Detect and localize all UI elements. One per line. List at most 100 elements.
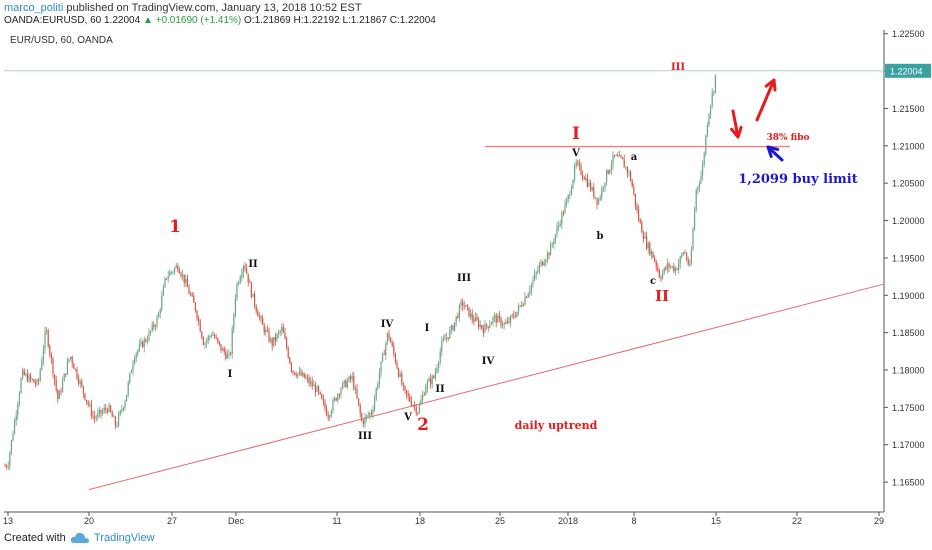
candle-body: [370, 412, 372, 414]
candle-body: [215, 337, 217, 339]
candle-body: [607, 170, 609, 174]
candle-body: [703, 153, 705, 165]
candle-body: [250, 282, 252, 298]
candle-body: [310, 381, 312, 384]
candle-body: [10, 440, 12, 453]
candle-body: [638, 210, 640, 221]
candle-body: [206, 340, 208, 344]
candle-body: [49, 346, 51, 354]
candle-body: [154, 325, 156, 328]
candle-body: [393, 345, 395, 354]
candle-body: [452, 325, 454, 331]
candle-body: [409, 396, 411, 402]
candle-body: [201, 331, 203, 338]
candle-body: [68, 358, 70, 362]
candle-body: [278, 332, 280, 335]
candle-body: [234, 297, 236, 315]
candle-body: [446, 337, 448, 340]
candle-body: [383, 353, 385, 355]
candle-body: [713, 91, 715, 94]
price-change: ▲ +0.01690 (+1.41%): [142, 15, 242, 26]
y-tick-label: 1.21000: [892, 141, 925, 151]
candle-body: [554, 234, 556, 242]
candle-body: [23, 369, 25, 375]
x-tick-label: 25: [495, 516, 505, 526]
uptrend-label: daily uptrend: [515, 419, 598, 432]
candle-body: [410, 401, 412, 406]
candle-body: [126, 394, 128, 402]
candle-body: [121, 409, 123, 411]
candle-body: [646, 236, 648, 249]
author-link[interactable]: marco_politi: [4, 2, 64, 14]
candle-body: [481, 324, 483, 329]
candle-body: [535, 272, 537, 275]
candle-body: [369, 412, 371, 416]
candle-body: [287, 348, 289, 358]
candle-body: [506, 320, 508, 324]
candle-body: [63, 373, 65, 382]
price-chart[interactable]: 1.16500 1.17000 1.17500 1.18000 1.18500 1.190…: [0, 27, 932, 527]
candle-body: [428, 378, 430, 382]
candle-body: [450, 325, 452, 330]
candle-body: [356, 388, 358, 399]
ohlc-values: O:1.21869 H:1.22192 L:1.21867 C:1.22004: [244, 15, 436, 26]
y-tick-label: 1.22500: [892, 29, 925, 39]
candle-body: [415, 406, 417, 414]
candle-body: [420, 400, 422, 406]
candle-body: [342, 382, 344, 390]
candle-body: [671, 266, 673, 268]
candle-body: [623, 159, 625, 168]
candle-body: [50, 353, 52, 359]
candle-body: [54, 374, 56, 381]
tradingview-brand-link[interactable]: TradingView: [94, 532, 155, 544]
candle-body: [692, 229, 694, 251]
candle-body: [686, 253, 688, 260]
footer: Created with TradingView: [0, 528, 932, 550]
candle-body: [599, 196, 601, 200]
candle-body: [606, 170, 608, 183]
candle-body: [52, 358, 54, 375]
candle-body: [631, 180, 633, 188]
symbol-line: OANDA:EURUSD, 60 1.22004 ▲ +0.01690 (+1.…: [4, 15, 436, 26]
candle-body: [138, 344, 140, 351]
x-tick-label: 22: [792, 516, 802, 526]
candle-body: [399, 374, 401, 377]
candle-body: [65, 373, 67, 375]
candle-body: [610, 165, 612, 170]
candle-body: [582, 174, 584, 178]
candle-body: [633, 187, 635, 194]
candle-body: [106, 409, 108, 412]
candle-body: [441, 340, 443, 352]
candle-body: [175, 265, 177, 268]
candle-body: [569, 194, 571, 196]
x-tick-label: Dec: [228, 516, 245, 526]
candle-body: [514, 316, 516, 318]
candle-body: [689, 264, 691, 265]
candle-body: [468, 306, 470, 317]
candle-body: [626, 167, 628, 173]
candle-body: [266, 329, 268, 332]
candle-body: [500, 317, 502, 326]
candle-body: [634, 193, 636, 206]
candle-body: [262, 318, 264, 325]
candle-body: [588, 182, 590, 187]
candle-body: [498, 315, 500, 318]
wave-II-label: II: [655, 287, 669, 305]
candle-body: [590, 182, 592, 191]
candle-body: [596, 198, 598, 205]
x-tick-label: 15: [711, 516, 721, 526]
candle-body: [351, 376, 353, 379]
candle-body: [484, 324, 486, 333]
candle-body: [433, 376, 435, 379]
fibo-label: 38% fibo: [766, 133, 809, 143]
candle-body: [74, 368, 76, 370]
candle-body: [70, 356, 72, 359]
candle-body: [271, 338, 273, 346]
candle-body: [137, 350, 139, 354]
candle-body: [246, 268, 248, 274]
candle-body: [444, 339, 446, 340]
candle-body: [158, 313, 160, 318]
candle-body: [545, 260, 547, 264]
wave-I-label: I: [572, 124, 580, 144]
candle-body: [479, 324, 481, 328]
